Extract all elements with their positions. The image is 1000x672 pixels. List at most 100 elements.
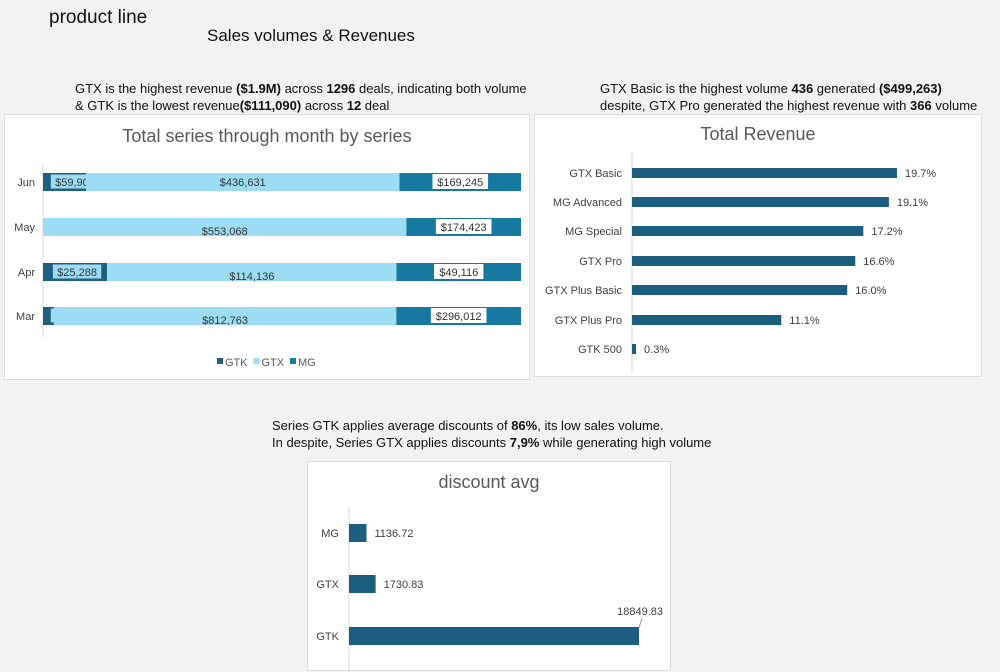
data-label-box — [432, 174, 489, 189]
category-label: May — [14, 222, 35, 234]
note-text: & GTK is the lowest revenue — [75, 98, 240, 113]
bar-segment-gtk — [43, 307, 54, 325]
note-line: Series GTK applies average discounts of … — [272, 417, 711, 434]
highlight-value: 1296 — [326, 81, 356, 96]
data-label: 16.0% — [855, 285, 886, 297]
data-label: $553,068 — [202, 226, 248, 238]
bar — [632, 256, 856, 266]
bar — [632, 197, 889, 207]
data-label: 18849.83 — [617, 606, 663, 618]
legend-swatch-gtk — [217, 358, 223, 364]
note-text: deals, indicating both volume — [355, 81, 527, 96]
data-label: $436,631 — [220, 177, 266, 189]
data-label: $25,288 — [57, 267, 97, 279]
note-line: & GTK is the lowest revenue($111,090) ac… — [75, 97, 527, 114]
category-label: GTK 500 — [578, 344, 622, 356]
data-label-box — [435, 219, 492, 234]
bar-segment-gtx — [43, 218, 407, 236]
highlight-value: ($1.9M) — [236, 81, 281, 96]
note-line: despite, GTX Pro generated the highest r… — [600, 97, 977, 114]
highlight-value: 366 — [910, 98, 932, 113]
data-label: $114,136 — [229, 271, 274, 283]
data-label: 0.3% — [644, 344, 669, 356]
note-text: while generating high volume — [539, 435, 712, 450]
category-label: Apr — [18, 267, 35, 279]
bar — [632, 344, 637, 354]
note-line: In despite, Series GTX applies discounts… — [272, 434, 711, 451]
data-label: $296,012 — [436, 311, 482, 323]
highlight-value: 7,9% — [509, 435, 540, 450]
note-text: generated — [813, 81, 879, 96]
total-revenue-chart: Total Revenue GTX Basic 19.7% MG Advanced 1… — [534, 114, 982, 377]
page-subtitle: Sales volumes & Revenues — [207, 26, 415, 45]
category-label: GTK — [316, 631, 339, 643]
category-label: MG — [321, 528, 339, 540]
note-text: GTX is the highest revenue — [75, 81, 237, 96]
note-text: volume — [931, 98, 978, 113]
bar — [349, 524, 367, 542]
note-text: deal — [361, 98, 390, 113]
note-text: across — [301, 98, 347, 113]
note-line: GTX Basic is the highest volume 436 gene… — [600, 80, 977, 97]
legend-swatch-gtx — [253, 358, 260, 364]
bar-segment-gtx — [86, 173, 400, 191]
category-label: MG Advanced — [553, 197, 622, 209]
data-label: $49,116 — [439, 267, 478, 279]
data-label: 17.2% — [871, 226, 902, 238]
bar-segment-gtx — [107, 263, 397, 281]
insight-note-discount: Series GTK applies average discounts of … — [272, 417, 711, 451]
page-title: product line — [49, 7, 148, 28]
bar — [349, 627, 639, 645]
note-text: despite, GTX Pro generated the highest r… — [600, 98, 911, 113]
data-label: $59,905 — [55, 177, 95, 189]
insight-note-revenue: GTX is the highest revenue ($1.9M) acros… — [75, 80, 527, 114]
category-label: GTX Basic — [569, 168, 622, 180]
data-label-box — [430, 308, 487, 323]
note-text: across — [280, 81, 327, 96]
note-line: GTX is the highest revenue ($1.9M) acros… — [75, 80, 527, 97]
legend-label: GTX — [262, 357, 285, 369]
bar — [632, 285, 848, 295]
data-label: 16.6% — [863, 256, 894, 268]
note-text: , its low sales volume. — [537, 418, 664, 433]
highlight-value: 86% — [511, 418, 538, 433]
note-text: In despite, Series GTX applies discounts — [272, 435, 510, 450]
data-label: $812,763 — [202, 315, 248, 327]
note-text: Series GTK applies average discounts of — [272, 418, 512, 433]
category-label: Mar — [16, 311, 35, 323]
category-label: GTX Plus Basic — [545, 285, 623, 297]
category-label: Jun — [17, 177, 35, 189]
legend-swatch-mg — [290, 358, 296, 364]
legend-label: MG — [298, 357, 316, 369]
bar — [632, 168, 897, 178]
data-label: 1136.72 — [374, 528, 413, 540]
category-label: GTX Plus Pro — [555, 315, 622, 327]
data-label: 19.1% — [897, 197, 928, 209]
data-label: 1730.83 — [384, 579, 424, 591]
data-label: 19.7% — [905, 168, 936, 180]
note-text: GTX Basic is the highest volume — [600, 81, 792, 96]
highlight-value: ($111,090) — [239, 98, 302, 113]
bar — [349, 575, 376, 593]
category-label: GTX — [316, 579, 339, 591]
highlight-value: 12 — [346, 98, 362, 113]
insight-note-volume: GTX Basic is the highest volume 436 gene… — [600, 80, 977, 114]
leader-line — [638, 617, 643, 629]
data-label: 11.1% — [789, 315, 820, 327]
bar-segment-gtx — [53, 307, 397, 325]
chart-title: Total series through month by series — [122, 126, 412, 146]
data-label-box — [51, 263, 103, 280]
chart-title: discount avg — [438, 472, 540, 492]
data-label-box — [434, 264, 484, 279]
discount-avg-chart: discount avg MG 1136.72 GTX 1730.83 GTK 18849… — [307, 461, 671, 672]
bar — [632, 315, 782, 325]
legend-label: GTK — [225, 357, 248, 369]
data-label: $174,423 — [441, 222, 487, 234]
category-label: GTX Pro — [579, 256, 622, 268]
bar — [632, 226, 864, 236]
chart-title: Total Revenue — [700, 124, 816, 144]
category-label: MG Special — [565, 226, 622, 238]
highlight-value: 436 — [791, 81, 814, 96]
monthly-series-chart: Total series through month by series Jun… — [4, 114, 530, 380]
data-label: $169,245 — [437, 177, 483, 189]
